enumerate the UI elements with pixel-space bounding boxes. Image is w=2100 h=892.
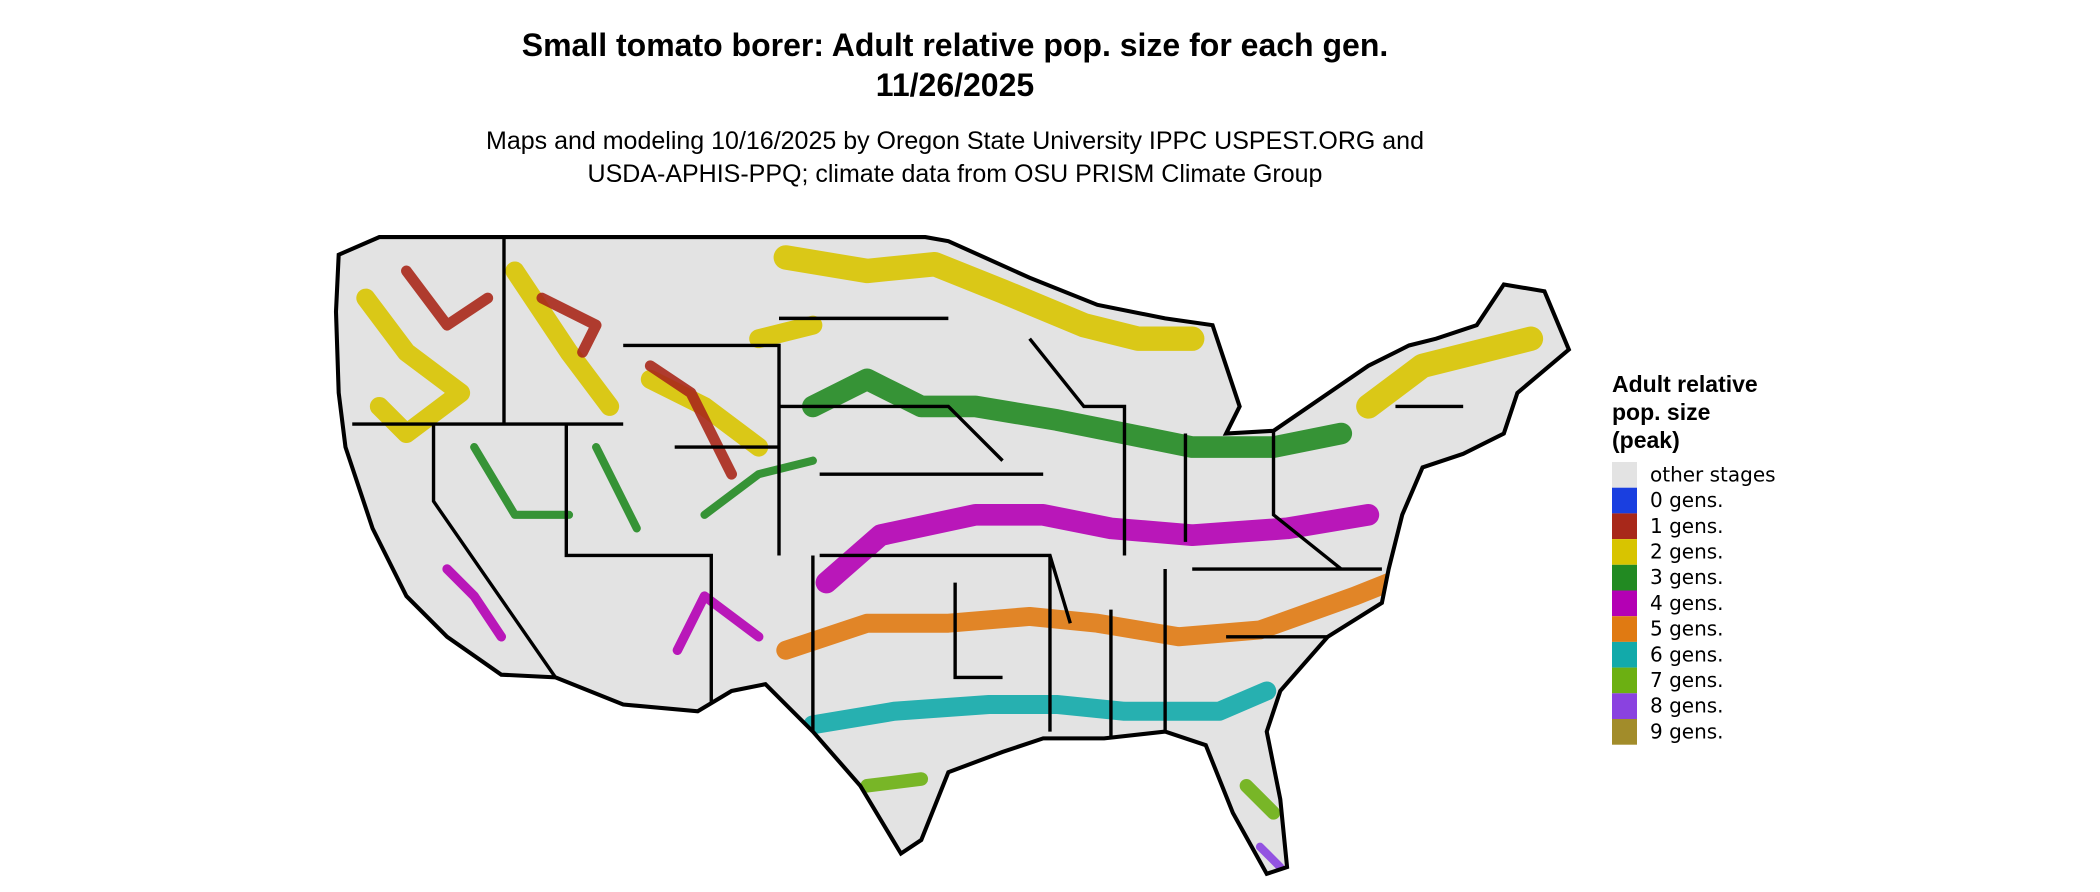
legend-swatch (1612, 693, 1637, 719)
legend-label: 6 gens. (1650, 642, 1724, 666)
map-date: 11/26/2025 (876, 67, 1034, 103)
map-subtitle: USDA-APHIS-PPQ; climate data from OSU PR… (588, 160, 1323, 188)
legend-label: 7 gens. (1650, 668, 1724, 692)
generation-band (773, 245, 1544, 419)
legend-swatch (1612, 667, 1637, 694)
legend-title: pop. size (1612, 399, 1710, 425)
generation-band (470, 443, 817, 533)
national-border (333, 235, 1572, 877)
state-borders (352, 237, 1464, 739)
legend-title: Adult relative (1612, 371, 1758, 397)
generation-band (356, 261, 823, 457)
map-title: Small tomato borer: Adult relative pop. … (522, 27, 1389, 63)
us-map (333, 235, 1572, 877)
legend-label: other stages (1650, 462, 1776, 486)
legend-swatch (1612, 462, 1637, 488)
legend-label: 2 gens. (1650, 539, 1724, 563)
legend-swatch (1612, 513, 1637, 540)
generation-band (1255, 842, 1285, 872)
legend-swatch (1612, 487, 1637, 514)
legend-label: 4 gens. (1650, 591, 1724, 615)
generation-bands (356, 245, 1544, 872)
legend-label: 1 gens. (1650, 514, 1724, 538)
generation-band (776, 573, 1399, 660)
legend-label: 0 gens. (1650, 488, 1724, 512)
legend-label: 9 gens. (1650, 719, 1724, 743)
legend-label: 8 gens. (1650, 694, 1724, 718)
map-subtitle: Maps and modeling 10/16/2025 by Oregon S… (486, 127, 1424, 155)
legend-swatch (1612, 564, 1637, 591)
legend-swatch (1612, 719, 1637, 745)
generation-band (860, 772, 1281, 820)
generation-band (442, 564, 764, 656)
legend-swatch (1612, 539, 1637, 565)
legend-label: 5 gens. (1650, 617, 1724, 641)
legend-swatch (1612, 641, 1637, 668)
generation-band (815, 503, 1380, 594)
legend-swatch (1612, 616, 1637, 642)
legend-label: 3 gens. (1650, 565, 1724, 589)
generation-band (802, 368, 1353, 458)
legend-swatch (1612, 590, 1637, 617)
legend-title: (peak) (1612, 427, 1680, 453)
generation-band (803, 681, 1277, 735)
